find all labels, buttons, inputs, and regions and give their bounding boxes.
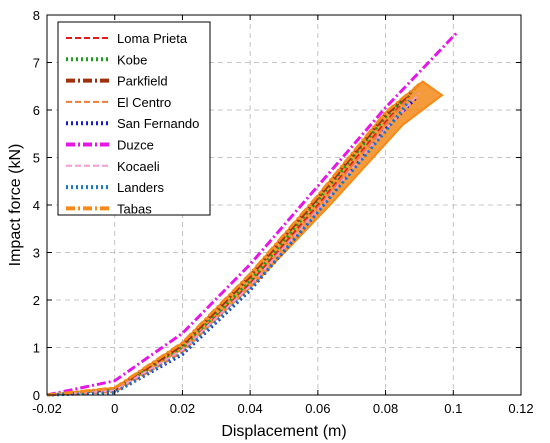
- y-tick-label: 5: [33, 151, 40, 166]
- y-tick-label: 3: [33, 246, 40, 261]
- legend-label: San Fernando: [117, 116, 199, 131]
- x-tick-label: 0.06: [305, 401, 330, 416]
- legend-label: El Centro: [117, 95, 171, 110]
- series-line-parkfield: [46, 89, 414, 397]
- y-axis-label: Impact force (kN): [7, 144, 24, 267]
- x-tick-label: -0.02: [32, 401, 62, 416]
- legend-label: Loma Prieta: [117, 31, 188, 46]
- legend-label: Landers: [117, 180, 164, 195]
- legend-box: [57, 21, 211, 216]
- legend-label: Kocaeli: [117, 159, 160, 174]
- series-line-tabas: [46, 80, 424, 397]
- legend-label: Parkfield: [117, 74, 168, 89]
- legend-label: Duzce: [117, 138, 154, 153]
- x-tick-label: 0.1: [444, 401, 462, 416]
- x-tick-label: 0.08: [373, 401, 398, 416]
- y-tick-label: 7: [33, 56, 40, 71]
- y-axis-ticks: 0 1 2 3 4 5 6 7 8: [33, 8, 521, 403]
- y-tick-label: 4: [33, 198, 40, 213]
- y-tick-label: 6: [33, 103, 40, 118]
- x-tick-label: 0: [111, 401, 118, 416]
- x-tick-label: 0.12: [508, 401, 533, 416]
- legend: Loma Prieta Kobe Parkfield El Centro San Fer…: [57, 21, 211, 216]
- x-tick-label: 0.04: [237, 401, 262, 416]
- x-axis-label: Displacement (m): [221, 423, 346, 440]
- legend-label: Tabas: [117, 201, 152, 216]
- y-tick-label: 8: [33, 8, 40, 23]
- y-tick-label: 1: [33, 341, 40, 356]
- x-tick-label: 0.02: [170, 401, 195, 416]
- legend-label: Kobe: [117, 52, 147, 67]
- x-axis-ticks: -0.02 0 0.02 0.04 0.06 0.08 0.1 0.12: [32, 15, 534, 416]
- y-tick-label: 0: [33, 388, 40, 403]
- y-tick-label: 2: [33, 293, 40, 308]
